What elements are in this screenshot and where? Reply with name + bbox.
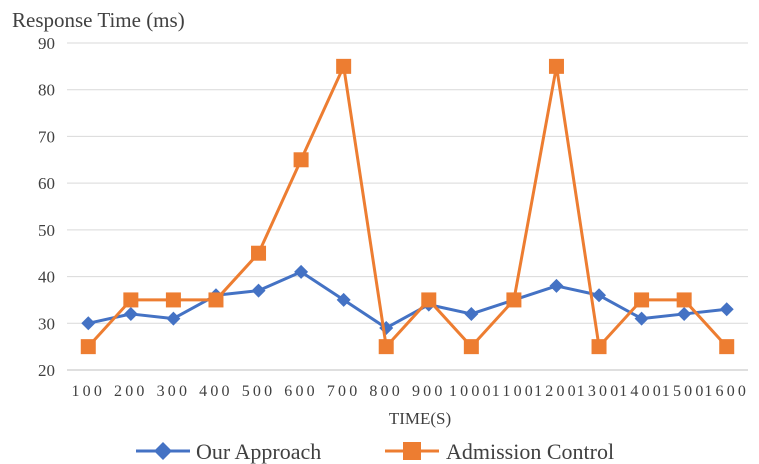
legend-marker [403, 442, 421, 460]
x-tick-label: 1000 [449, 383, 494, 400]
gridlines [67, 42, 748, 371]
y-tick-label: 30 [38, 314, 55, 333]
data-point [208, 292, 224, 308]
data-point [463, 339, 479, 355]
data-point [719, 339, 735, 355]
y-axis-title: Response Time (ms) [12, 8, 185, 32]
series-line [87, 64, 728, 349]
data-point [294, 264, 309, 279]
data-point [123, 292, 139, 308]
data-point [80, 339, 96, 355]
data-point [719, 302, 734, 317]
x-tick-label: 700 [327, 383, 361, 400]
x-tick-label: 1600 [704, 383, 749, 400]
x-tick-label: 800 [369, 383, 403, 400]
data-point [421, 292, 437, 308]
x-axis-ticks: 100 200 300 400 500 600 700 800 900 1000110012001… [71, 383, 749, 400]
data-point [251, 245, 267, 261]
y-axis-ticks: 20 30 40 50 60 70 80 90 [38, 34, 55, 380]
legend-item: Admission Control [385, 439, 614, 464]
plot-area [80, 58, 735, 355]
data-point [549, 278, 564, 293]
x-tick-label: 1400 [619, 383, 664, 400]
x-tick-label: 400 [199, 383, 233, 400]
data-point [677, 306, 692, 321]
data-point [251, 283, 266, 298]
y-tick-label: 80 [38, 81, 55, 100]
x-axis-title: TIME(S) [389, 409, 451, 428]
series-2 [80, 58, 735, 355]
x-tick-label: 1100 [492, 383, 536, 400]
data-point [166, 311, 181, 326]
y-tick-label: 40 [38, 268, 55, 287]
data-point [592, 288, 607, 303]
legend-marker [154, 442, 172, 460]
x-tick-label: 100 [71, 383, 105, 400]
data-point [634, 311, 649, 326]
y-tick-label: 90 [38, 34, 55, 53]
series-line [87, 270, 727, 330]
data-point [464, 306, 479, 321]
data-point [336, 58, 352, 74]
data-point [165, 292, 181, 308]
y-tick-label: 60 [38, 174, 55, 193]
legend-label: Our Approach [196, 439, 321, 464]
legend: Our Approach Admission Control [136, 439, 614, 464]
legend-label: Admission Control [446, 439, 614, 464]
y-tick-label: 50 [38, 221, 55, 240]
y-tick-label: 20 [38, 361, 55, 380]
x-tick-label: 1200 [534, 383, 579, 400]
data-point [293, 152, 309, 168]
data-point [591, 339, 607, 355]
legend-item: Our Approach [136, 439, 321, 464]
y-tick-label: 70 [38, 127, 55, 146]
data-point [548, 58, 564, 74]
data-point [123, 306, 138, 321]
x-tick-label: 200 [114, 383, 148, 400]
data-point [378, 339, 394, 355]
data-point [336, 292, 351, 307]
data-point [506, 292, 522, 308]
data-point [81, 316, 96, 331]
x-tick-label: 500 [242, 383, 276, 400]
x-tick-label: 600 [284, 383, 318, 400]
x-tick-label: 1300 [577, 383, 622, 400]
x-tick-label: 900 [412, 383, 446, 400]
x-tick-label: 1500 [662, 383, 707, 400]
data-point [676, 292, 692, 308]
x-tick-label: 300 [157, 383, 191, 400]
data-point [634, 292, 650, 308]
